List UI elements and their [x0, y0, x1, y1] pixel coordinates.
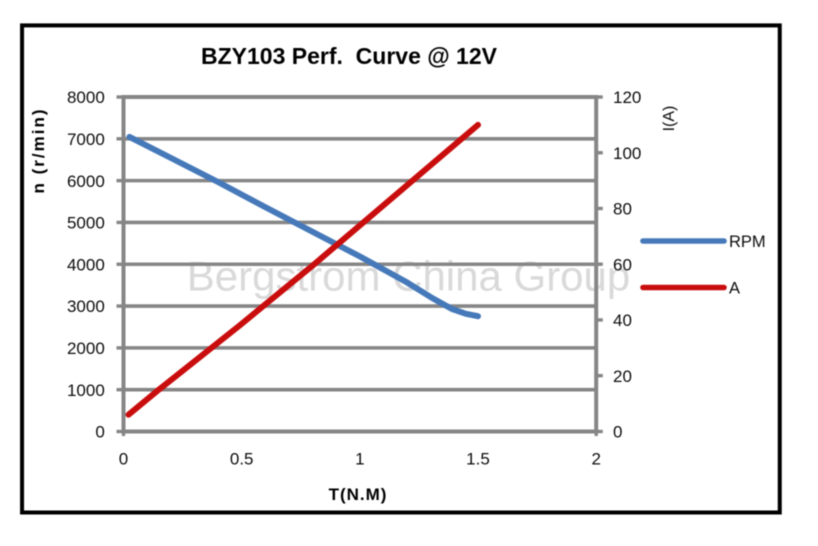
- svg-text:RPM: RPM: [729, 233, 766, 251]
- svg-text:0.5: 0.5: [230, 450, 254, 469]
- svg-text:80: 80: [613, 200, 632, 219]
- svg-text:40: 40: [613, 311, 632, 330]
- svg-text:Bergstrom China Group: Bergstrom China Group: [187, 253, 631, 300]
- svg-text:4000: 4000: [67, 255, 105, 274]
- svg-text:120: 120: [613, 88, 641, 107]
- svg-text:100: 100: [613, 144, 641, 163]
- svg-text:2000: 2000: [67, 339, 105, 358]
- svg-text:6000: 6000: [67, 172, 105, 191]
- svg-text:0: 0: [95, 423, 104, 442]
- svg-text:5000: 5000: [67, 214, 105, 233]
- svg-text:1.5: 1.5: [466, 450, 490, 469]
- svg-text:7000: 7000: [67, 130, 105, 149]
- svg-text:1: 1: [355, 450, 364, 469]
- svg-text:20: 20: [613, 367, 632, 386]
- svg-text:60: 60: [613, 255, 632, 274]
- svg-text:3000: 3000: [67, 297, 105, 316]
- svg-text:1000: 1000: [67, 381, 105, 400]
- svg-text:n (r/min): n (r/min): [29, 108, 48, 194]
- svg-text:A: A: [729, 280, 740, 298]
- svg-text:2: 2: [591, 450, 600, 469]
- svg-text:BZY103 Perf. Curve @ 12V: BZY103 Perf. Curve @ 12V: [201, 43, 498, 69]
- svg-text:I(A): I(A): [661, 106, 678, 132]
- svg-text:8000: 8000: [67, 88, 105, 107]
- svg-text:0: 0: [613, 423, 622, 442]
- svg-text:0: 0: [119, 450, 128, 469]
- svg-text:T(N.M): T(N.M): [329, 485, 388, 504]
